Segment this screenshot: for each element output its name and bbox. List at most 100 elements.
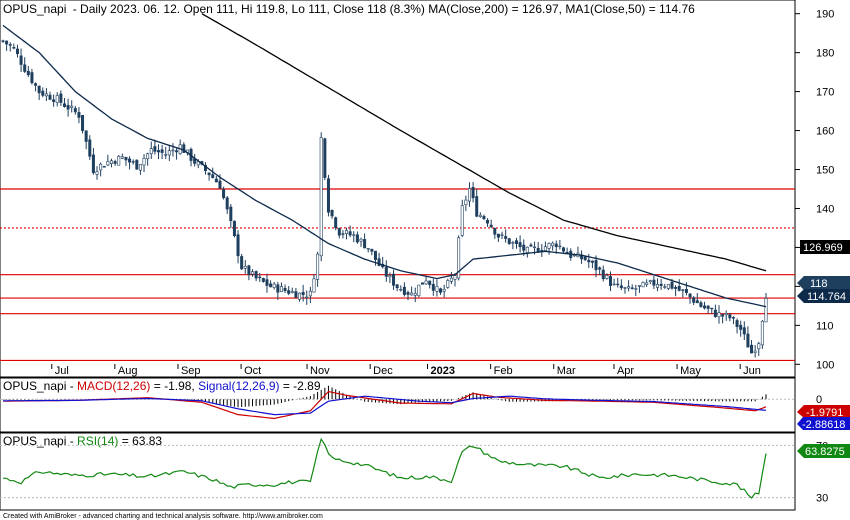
candle-body <box>630 287 634 289</box>
candle-body <box>677 286 681 291</box>
candle-body <box>146 153 150 160</box>
macd-line <box>2 390 767 420</box>
signal-value-tag: -2.88618 <box>797 417 850 431</box>
candle-body <box>449 277 453 282</box>
candle-body <box>417 284 421 297</box>
candle-body <box>717 312 721 318</box>
candle-body <box>15 48 19 55</box>
macd-header-series: OPUS_napi - <box>3 379 77 393</box>
candle-body <box>229 206 233 222</box>
candle-body <box>373 250 377 260</box>
candle-body <box>760 320 764 346</box>
candle-body <box>283 287 287 291</box>
candle-body <box>489 224 493 228</box>
month-label: Dec <box>373 365 393 377</box>
candle-body <box>561 247 565 252</box>
macd-y-axis: 0 <box>816 394 822 406</box>
candle-body <box>120 156 124 159</box>
candle-body <box>583 256 587 261</box>
candle-body <box>19 55 23 65</box>
candle-body <box>261 277 265 282</box>
candle-body <box>272 283 276 288</box>
ma50-line <box>2 24 767 308</box>
macd-value-tag: -1.9791 <box>797 405 850 419</box>
candle-body <box>500 234 504 236</box>
candle-body <box>475 196 479 217</box>
candle-body <box>334 217 338 228</box>
candle-body <box>77 112 81 118</box>
candle-body <box>370 248 374 252</box>
candle-body <box>59 93 63 103</box>
month-axis: Jul Aug Sep Oct Nov Dec 2023 Feb Mar Apr May Jun <box>51 364 761 377</box>
candle-body <box>731 317 735 319</box>
candle-body <box>753 350 757 353</box>
candle-body <box>703 305 707 309</box>
rsi-header: OPUS_napi - RSI(14) = 63.83 <box>3 434 162 448</box>
candle-body <box>30 72 34 84</box>
candle-body <box>113 161 117 164</box>
candle-body <box>482 216 486 220</box>
candle-body <box>34 83 38 86</box>
candle-body <box>413 293 417 296</box>
ma200-line <box>201 13 767 272</box>
candle-body <box>218 180 222 189</box>
candle-body <box>392 273 396 286</box>
candle-body <box>276 284 280 293</box>
candle-body <box>305 296 309 299</box>
candle-body <box>641 282 645 288</box>
price-candles <box>1 39 768 358</box>
candle-body <box>279 286 283 292</box>
candle-body <box>106 161 110 166</box>
candle-body <box>269 283 273 288</box>
candle-body <box>298 292 302 300</box>
candle-body <box>142 158 146 166</box>
candle-body <box>410 292 414 296</box>
candle-body <box>464 199 468 206</box>
candle-body <box>706 305 710 309</box>
candle-body <box>138 164 142 171</box>
candle-body <box>258 276 262 279</box>
macd-header-macd: MACD(12,26) <box>77 379 150 393</box>
candle-body <box>659 283 663 286</box>
price-y-tick-label: 180 <box>816 48 834 60</box>
candle-body <box>609 276 613 286</box>
candle-body <box>330 209 334 217</box>
ma200-value-tag: 126.969 <box>800 240 850 254</box>
candle-body <box>5 40 9 45</box>
candle-body <box>558 245 562 248</box>
candle-body <box>406 292 410 295</box>
candle-body <box>62 103 66 107</box>
candle-body <box>23 64 27 72</box>
candle-body <box>663 286 667 288</box>
candle-body <box>504 236 508 239</box>
candle-body <box>431 284 435 291</box>
candle-body <box>674 286 678 289</box>
month-label: Jul <box>55 365 69 377</box>
candle-body <box>757 343 761 350</box>
svg-text:-1.9791: -1.9791 <box>806 407 843 419</box>
candle-body <box>211 174 215 178</box>
candle-body <box>167 150 171 156</box>
candle-body <box>323 138 327 178</box>
price-header-symbol: OPUS_napi <box>3 2 66 16</box>
candle-body <box>645 282 649 285</box>
candle-body <box>316 253 320 280</box>
candle-body <box>533 246 537 249</box>
candle-body <box>536 247 540 253</box>
candle-body <box>363 239 367 249</box>
price-y-tick-label: 150 <box>816 165 834 177</box>
candle-body <box>348 231 352 236</box>
price-header-meta: - Daily 2023. 06. 12. Open 111, Hi 119.8… <box>73 2 695 16</box>
candle-body <box>312 278 316 293</box>
candle-body <box>540 249 544 252</box>
candle-body <box>511 242 515 244</box>
candle-body <box>254 271 258 279</box>
candle-body <box>648 280 652 283</box>
month-label: Apr <box>617 365 634 377</box>
candle-body <box>345 230 349 234</box>
candle-body <box>547 243 551 249</box>
candle-body <box>739 324 743 330</box>
candle-body <box>764 298 768 323</box>
rsi-value-tag: 63.8275 <box>797 444 850 458</box>
candle-body <box>478 214 482 217</box>
